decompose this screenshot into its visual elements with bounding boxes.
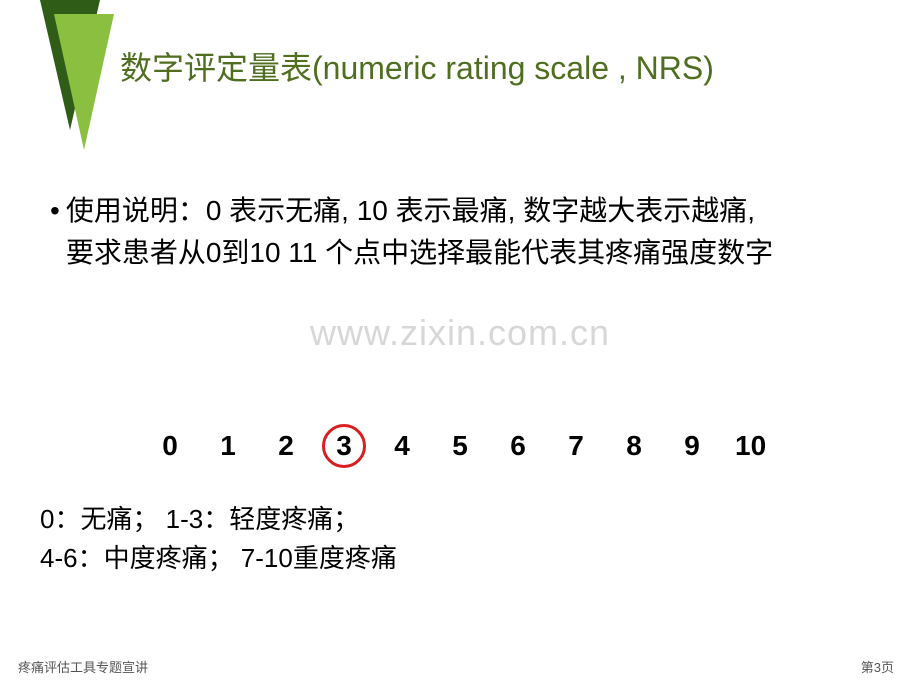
scale-number-0: 0	[155, 430, 185, 462]
watermark: www.zixin.com.cn	[0, 312, 920, 354]
scale-number-5: 5	[445, 430, 475, 462]
scale-number-9: 9	[677, 430, 707, 462]
scale-number-10: 10	[735, 430, 765, 462]
description: • 使用说明：0 表示无痛, 10 表示最痛, 数字越大表示越痛, 要求患者从0…	[50, 190, 790, 274]
scale-number-2: 2	[271, 430, 301, 462]
slide: 数字评定量表(numeric rating scale , NRS) • 使用说…	[0, 0, 920, 690]
scale-number-8: 8	[619, 430, 649, 462]
selection-circle	[322, 424, 366, 468]
slide-title: 数字评定量表(numeric rating scale , NRS)	[120, 48, 820, 90]
legend-line-2: 4-6：中度疼痛； 7-10重度疼痛	[40, 539, 397, 578]
triangle-decor	[40, 0, 130, 170]
footer-right: 第3页	[861, 657, 894, 676]
description-text: 使用说明：0 表示无痛, 10 表示最痛, 数字越大表示越痛, 要求患者从0到1…	[66, 190, 790, 274]
scale-number-3: 3	[329, 430, 359, 462]
legend: 0：无痛； 1-3：轻度疼痛； 4-6：中度疼痛； 7-10重度疼痛	[40, 500, 397, 578]
legend-line-1: 0：无痛； 1-3：轻度疼痛；	[40, 500, 397, 539]
rating-scale: 0123456789 10	[0, 430, 920, 462]
scale-number-6: 6	[503, 430, 533, 462]
scale-number-1: 1	[213, 430, 243, 462]
bullet-dot: •	[50, 190, 60, 232]
scale-number-7: 7	[561, 430, 591, 462]
scale-number-4: 4	[387, 430, 417, 462]
footer-left: 疼痛评估工具专题宣讲	[18, 657, 148, 676]
